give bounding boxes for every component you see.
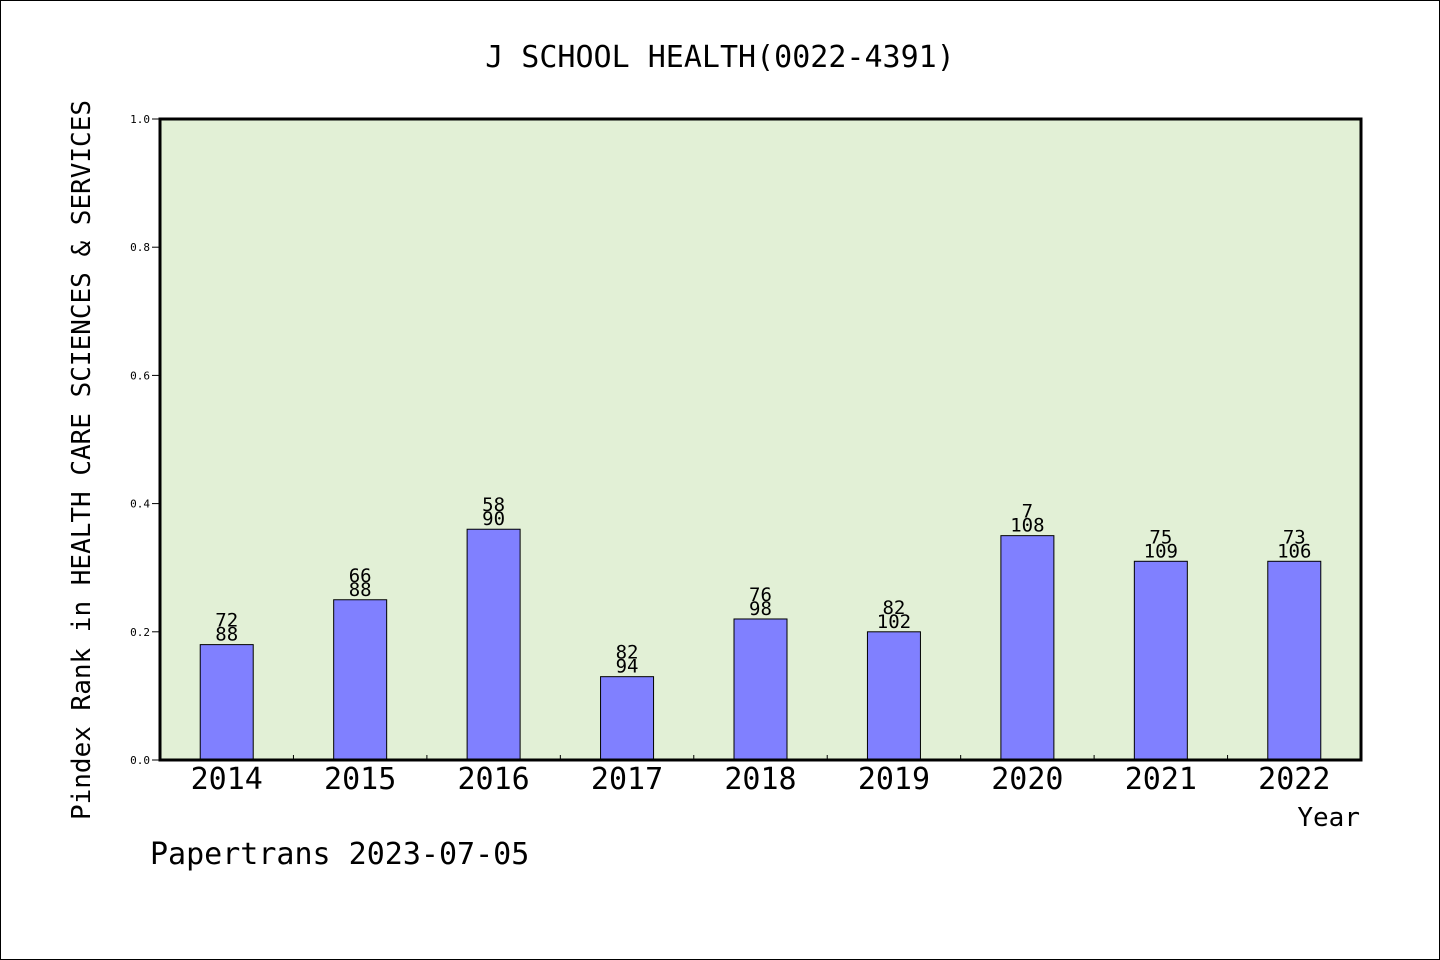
bar-rank-label: 7 xyxy=(1022,501,1033,523)
bar-2019 xyxy=(866,631,921,761)
bar-rank-label: 82 xyxy=(882,597,905,619)
bar-total-label: 108 xyxy=(1010,515,1044,537)
x-tick-label: 2021 xyxy=(1125,762,1197,797)
x-tick-label: 2016 xyxy=(457,762,529,797)
bar-2021 xyxy=(1133,560,1188,761)
bar-total-label: 109 xyxy=(1144,540,1178,562)
y-tick-label: 0.4 xyxy=(130,498,150,511)
x-axis: 2014 2015 2016 2017 2018 2019 2020 2021 2022 xyxy=(191,755,1330,797)
bar-2018 xyxy=(733,618,788,761)
bar-rank-label: 75 xyxy=(1149,526,1172,548)
bar-2022 xyxy=(1267,560,1322,761)
y-axis-label: Pindex Rank in HEALTH CARE SCIENCES & SE… xyxy=(67,100,97,820)
x-axis-label: Year xyxy=(1297,803,1360,833)
chart-title: J SCHOOL HEALTH(0022-4391) xyxy=(485,40,955,75)
bar-total-label: 102 xyxy=(877,611,911,633)
bar-2014 xyxy=(199,644,254,761)
x-tick-label: 2014 xyxy=(191,762,263,797)
y-tick-label: 0.2 xyxy=(130,626,150,639)
y-tick-label: 0.6 xyxy=(130,369,150,382)
x-tick-label: 2015 xyxy=(324,762,396,797)
bar-2015 xyxy=(333,599,388,761)
bar-rank-label: 73 xyxy=(1283,526,1306,548)
bar-rank-label: 82 xyxy=(616,642,639,664)
y-tick-label: 0.8 xyxy=(130,241,150,254)
bar-total-label: 90 xyxy=(482,508,505,530)
bar-rank-label: 76 xyxy=(749,584,772,606)
bar-2016 xyxy=(466,528,521,761)
x-tick-label: 2018 xyxy=(724,762,796,797)
bar-total-label: 94 xyxy=(616,656,639,678)
bar-total-label: 106 xyxy=(1277,540,1311,562)
x-tick-label: 2022 xyxy=(1258,762,1330,797)
bar-2020 xyxy=(1000,535,1055,761)
x-tick-label: 2020 xyxy=(991,762,1063,797)
y-tick-label: 1.0 xyxy=(130,113,150,126)
y-axis: 0.0 0.2 0.4 0.6 0.8 1.0 xyxy=(130,113,160,767)
bar-total-label: 88 xyxy=(349,579,372,601)
bar-total-label: 88 xyxy=(215,624,238,646)
watermark-text: Papertrans 2023-07-05 xyxy=(150,837,529,872)
plot-border xyxy=(158,117,1363,762)
bar-2017 xyxy=(600,676,655,761)
x-tick-label: 2019 xyxy=(858,762,930,797)
x-tick-label: 2017 xyxy=(591,762,663,797)
bar-rank-label: 58 xyxy=(482,494,505,516)
bar-rank-label: 66 xyxy=(349,565,372,587)
bar-rank-label: 72 xyxy=(215,610,238,632)
bar-total-label: 98 xyxy=(749,598,772,620)
y-tick-label: 0.0 xyxy=(130,754,150,767)
